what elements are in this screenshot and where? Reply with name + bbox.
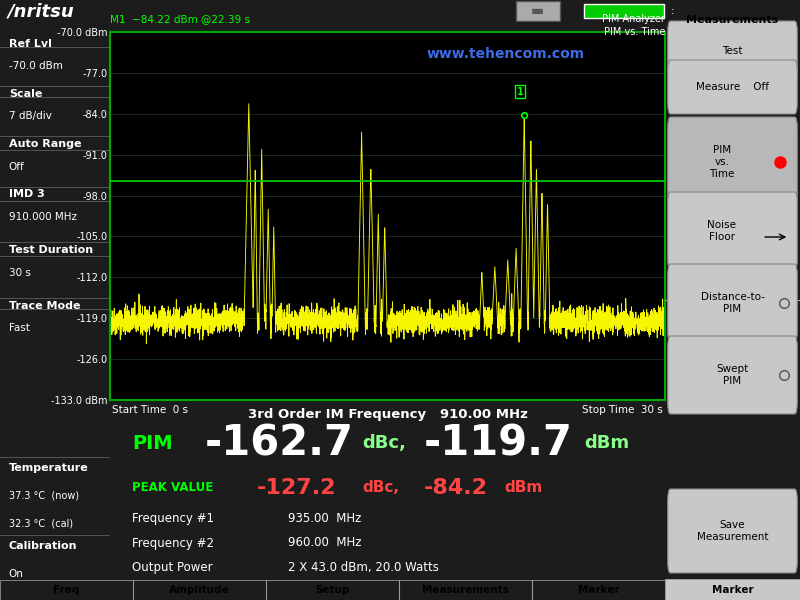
Text: Trace Mode: Trace Mode <box>9 301 80 311</box>
Text: On: On <box>9 569 24 579</box>
Text: 2 X 43.0 dBm, 20.0 Watts: 2 X 43.0 dBm, 20.0 Watts <box>288 560 438 574</box>
Text: dBc,: dBc, <box>362 480 399 495</box>
Text: Start Time  0 s: Start Time 0 s <box>112 405 188 415</box>
Text: Distance-to-
PIM: Distance-to- PIM <box>701 292 765 314</box>
FancyBboxPatch shape <box>516 1 560 21</box>
Text: Scale: Scale <box>9 89 42 99</box>
Text: Test Duration: Test Duration <box>9 245 93 255</box>
Text: 935.00  MHz: 935.00 MHz <box>288 512 361 526</box>
Text: Frequency #2: Frequency #2 <box>132 536 214 550</box>
Text: Calibration: Calibration <box>9 541 78 551</box>
Text: PEAK VALUE: PEAK VALUE <box>132 481 214 494</box>
Text: Stop Time  30 s: Stop Time 30 s <box>582 405 663 415</box>
Text: Fast: Fast <box>9 323 30 334</box>
Bar <box>0 580 665 600</box>
Text: Measurements: Measurements <box>422 585 509 595</box>
Text: dBm: dBm <box>504 480 542 495</box>
Text: -127.2: -127.2 <box>257 478 337 497</box>
Text: Frequency #1: Frequency #1 <box>132 512 214 526</box>
Text: Ref Lvl: Ref Lvl <box>9 39 52 49</box>
Text: Test: Test <box>722 46 742 56</box>
Text: -119.7: -119.7 <box>423 422 573 464</box>
Text: 37.3 °C  (now): 37.3 °C (now) <box>9 491 79 501</box>
Text: Temperature: Temperature <box>9 463 89 473</box>
Text: 3rd Order IM Frequency   910.00 MHz: 3rd Order IM Frequency 910.00 MHz <box>247 408 527 421</box>
Text: Save
Measurement: Save Measurement <box>697 520 768 542</box>
FancyBboxPatch shape <box>668 117 798 207</box>
Text: PIM Analyzer: PIM Analyzer <box>602 14 665 24</box>
Text: Setup: Setup <box>315 585 350 595</box>
Text: -70.0 dBm: -70.0 dBm <box>9 61 62 71</box>
Text: dBm: dBm <box>585 434 630 452</box>
Text: 1: 1 <box>517 86 523 97</box>
FancyBboxPatch shape <box>584 4 664 17</box>
Text: Amplitude: Amplitude <box>169 585 230 595</box>
Text: -162.7: -162.7 <box>204 422 354 464</box>
Text: Measurements: Measurements <box>686 16 778 25</box>
Text: Marker: Marker <box>712 586 754 595</box>
FancyBboxPatch shape <box>665 579 800 600</box>
FancyBboxPatch shape <box>668 192 798 270</box>
Text: 7 dB/div: 7 dB/div <box>9 111 52 121</box>
FancyBboxPatch shape <box>668 489 798 573</box>
Text: ▬: ▬ <box>531 4 544 18</box>
FancyBboxPatch shape <box>668 264 798 342</box>
Text: Noise
Floor: Noise Floor <box>707 220 736 242</box>
Text: dBc,: dBc, <box>362 434 406 452</box>
FancyBboxPatch shape <box>668 60 798 114</box>
Text: www.tehencom.com: www.tehencom.com <box>426 47 585 61</box>
Text: Marker: Marker <box>712 586 754 595</box>
Text: PIM
vs.
Time: PIM vs. Time <box>709 145 734 179</box>
Text: 910.000 MHz: 910.000 MHz <box>9 212 77 222</box>
Text: :: : <box>670 6 674 16</box>
Text: M1  −84.22 dBm @22.39 s: M1 −84.22 dBm @22.39 s <box>110 14 250 24</box>
FancyBboxPatch shape <box>668 336 798 414</box>
Text: Freq: Freq <box>54 585 80 595</box>
Text: 32.3 °C  (cal): 32.3 °C (cal) <box>9 518 73 529</box>
Text: Measure    Off: Measure Off <box>696 82 769 92</box>
Text: -84.2: -84.2 <box>423 478 487 497</box>
Text: IMD 3: IMD 3 <box>9 190 45 199</box>
Text: Swept
PIM: Swept PIM <box>716 364 749 386</box>
Text: Off: Off <box>9 161 25 172</box>
Text: /nritsu: /nritsu <box>8 2 74 20</box>
Text: PIM: PIM <box>132 434 173 452</box>
Text: PIM vs. Time: PIM vs. Time <box>604 27 665 37</box>
Text: 960.00  MHz: 960.00 MHz <box>288 536 361 550</box>
Text: Output Power: Output Power <box>132 560 213 574</box>
Text: Auto Range: Auto Range <box>9 139 82 149</box>
FancyBboxPatch shape <box>668 21 798 81</box>
Text: Marker: Marker <box>578 585 619 595</box>
Text: 30 s: 30 s <box>9 268 30 278</box>
